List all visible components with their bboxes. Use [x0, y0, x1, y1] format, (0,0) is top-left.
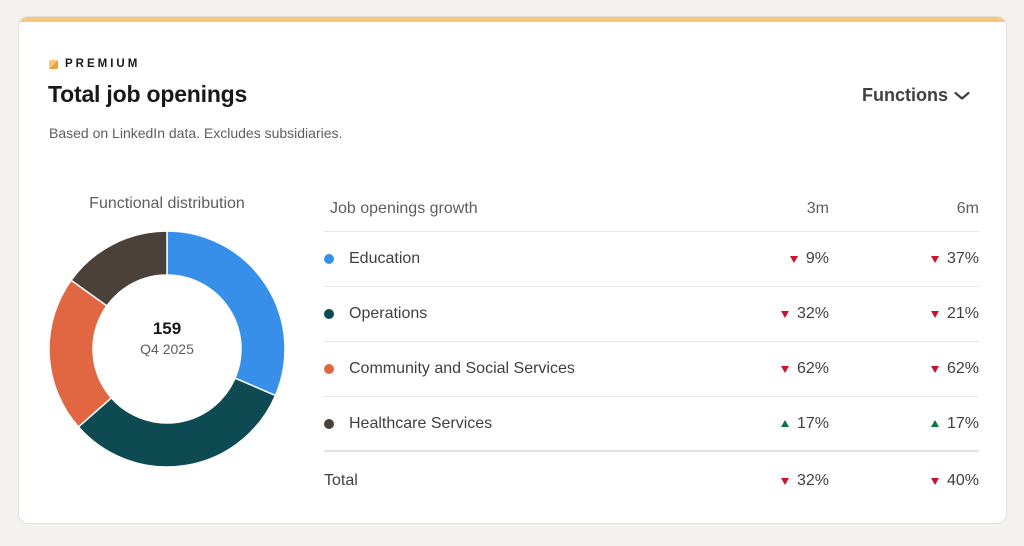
growth-3m: 32% — [796, 305, 829, 322]
premium-label: PREMIUM — [65, 58, 141, 70]
header-3m: 3m — [806, 200, 829, 217]
premium-badge: PREMIUM — [49, 58, 140, 70]
header-name: Job openings growth — [330, 200, 478, 217]
row-name: Community and Social Services — [349, 360, 575, 377]
chevron-down-icon — [954, 91, 970, 100]
trend-up-icon — [780, 420, 789, 427]
growth-table-header: Job openings growth 3m 6m — [324, 187, 979, 232]
trend-down-icon — [930, 255, 939, 263]
distribution-title: Functional distribution — [89, 195, 245, 212]
header-6m: 6m — [956, 200, 979, 217]
growth-6m: 37% — [946, 250, 979, 267]
trend-down-icon — [780, 477, 789, 485]
premium-accent-bar — [19, 17, 1006, 22]
trend-down-icon — [780, 365, 789, 373]
table-row-total: Total 32% 40% — [324, 452, 979, 510]
table-row-healthcare-services: Healthcare Services 17% 17% — [324, 397, 979, 452]
table-row-operations: Operations 32% 21% — [324, 287, 979, 342]
trend-down-icon — [930, 365, 939, 373]
legend-dot-operations — [324, 309, 334, 319]
total-job-openings-card: PREMIUM Total job openings Based on Link… — [18, 16, 1007, 524]
donut-center: 159 Q4 2025 — [48, 319, 286, 357]
growth-6m: 21% — [946, 305, 979, 322]
legend-dot-community — [324, 364, 334, 374]
growth-table: Job openings growth 3m 6m Education 9% 3… — [324, 187, 979, 510]
trend-down-icon — [789, 255, 798, 263]
donut-segment-education[interactable] — [166, 230, 286, 397]
total-label: Total — [324, 472, 358, 489]
premium-icon — [49, 59, 58, 69]
table-row-community-social-services: Community and Social Services 62% 62% — [324, 342, 979, 397]
donut-chart — [48, 230, 286, 468]
functions-dropdown-label: Functions — [862, 85, 948, 105]
total-growth-6m: 40% — [946, 472, 979, 489]
donut-total-value: 159 — [152, 319, 182, 338]
growth-3m: 9% — [805, 250, 829, 267]
trend-down-icon — [780, 310, 789, 318]
row-name: Healthcare Services — [349, 414, 493, 432]
trend-down-icon — [930, 310, 939, 318]
growth-3m: 62% — [796, 360, 829, 377]
donut-segment-healthcare-services[interactable] — [70, 230, 168, 307]
donut-period-label: Q4 2025 — [140, 341, 194, 357]
legend-dot-education — [324, 254, 334, 264]
donut-segment-operations[interactable] — [77, 377, 277, 468]
card-title: Total job openings — [48, 81, 248, 107]
trend-down-icon — [930, 477, 939, 485]
growth-6m: 17% — [946, 414, 979, 432]
total-growth-3m: 32% — [796, 472, 829, 489]
table-row-education: Education 9% 37% — [324, 232, 979, 287]
growth-3m: 17% — [796, 414, 829, 432]
growth-6m: 62% — [946, 360, 979, 377]
legend-dot-healthcare — [324, 418, 334, 429]
row-name: Operations — [349, 305, 428, 322]
row-name: Education — [349, 250, 421, 267]
card-subtitle: Based on LinkedIn data. Excludes subsidi… — [49, 125, 343, 141]
trend-up-icon — [930, 420, 939, 427]
functions-dropdown[interactable]: Functions — [862, 85, 970, 106]
